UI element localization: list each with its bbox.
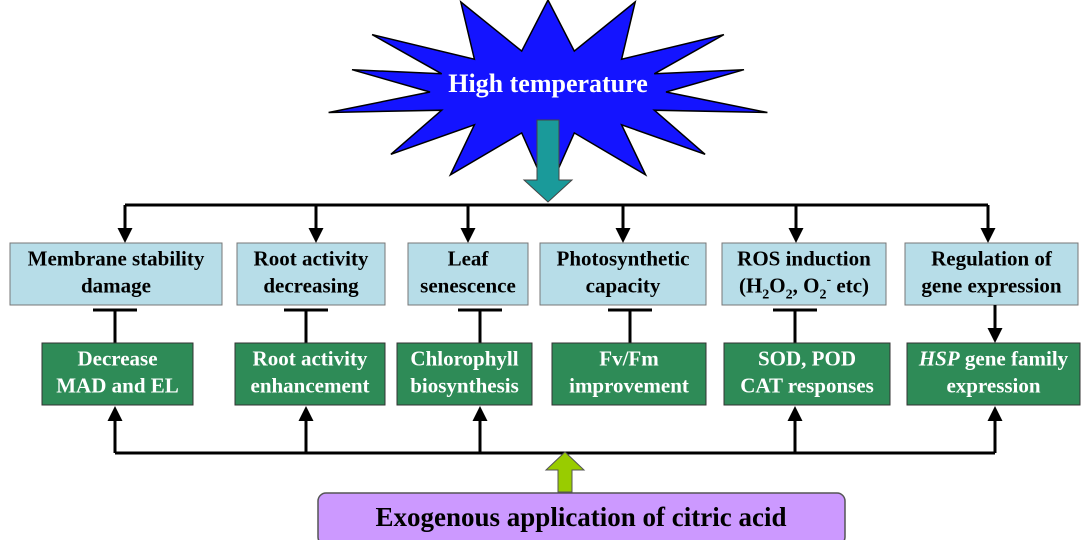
effect-box — [721, 242, 887, 306]
node-label: MAD and EL — [56, 373, 179, 397]
footer-label: Exogenous application of citric acid — [376, 502, 787, 532]
label-part: 2 — [762, 287, 769, 302]
effect-box — [539, 242, 707, 306]
response-box — [723, 342, 891, 406]
footer-box — [317, 492, 846, 540]
label-part: (H — [739, 273, 762, 297]
response-box — [906, 342, 1081, 406]
label-part: 2 — [786, 287, 793, 302]
label-part: HSP — [918, 346, 960, 370]
response-box — [41, 342, 194, 406]
label-part: , O — [793, 273, 820, 297]
up-arrow — [544, 451, 586, 493]
node-label: gene expression — [921, 273, 1062, 297]
node-label: CAT responses — [740, 373, 874, 397]
response-box — [234, 342, 386, 406]
node-label: Leaf — [448, 246, 490, 270]
node-label: expression — [946, 373, 1040, 397]
node-label: senescence — [420, 273, 516, 297]
node-label: Root activity — [254, 246, 369, 270]
effect-box — [236, 242, 386, 306]
effect-box — [9, 242, 223, 306]
label-part: gene family — [960, 346, 1069, 370]
node-label: Photosynthetic — [557, 246, 690, 270]
node-label: Root activity — [253, 346, 368, 370]
node-label: HSP gene family — [918, 346, 1069, 370]
node-label: improvement — [569, 373, 689, 397]
node-label: enhancement — [251, 373, 370, 397]
effect-box — [407, 242, 529, 306]
label-part: - — [826, 272, 831, 287]
node-label: Chlorophyll — [410, 346, 518, 370]
label-part: etc) — [831, 273, 869, 297]
response-box — [396, 342, 533, 406]
node-label: Regulation of — [931, 246, 1053, 270]
node-label: biosynthesis — [410, 373, 519, 397]
response-box — [551, 342, 707, 406]
node-label: Decrease — [77, 346, 157, 370]
node-label: Fv/Fm — [599, 346, 659, 370]
label-part: 2 — [819, 287, 826, 302]
node-label: decreasing — [263, 273, 359, 297]
label-part: O — [769, 273, 785, 297]
node-label: (H2O2, O2- etc) — [739, 272, 869, 302]
node-label: ROS induction — [737, 246, 871, 270]
node-label: damage — [81, 273, 151, 297]
node-label: Membrane stability — [28, 246, 205, 270]
effect-box — [904, 242, 1079, 306]
node-label: capacity — [586, 273, 661, 297]
node-label: SOD, POD — [758, 346, 856, 370]
down-arrow — [522, 119, 574, 203]
title: High temperature — [448, 69, 648, 98]
